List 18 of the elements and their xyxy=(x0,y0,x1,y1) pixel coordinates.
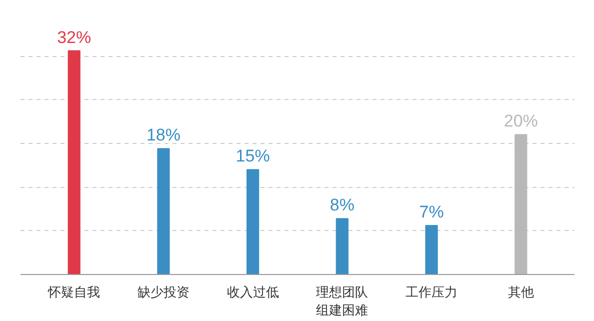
bar xyxy=(514,134,528,274)
data-label: 18% xyxy=(146,126,180,145)
x-tick-label: 收入过低 xyxy=(226,286,279,300)
x-tick-label: 怀疑自我 xyxy=(47,286,100,300)
data-label: 8% xyxy=(330,196,354,215)
x-tick-label: 缺少投资 xyxy=(137,286,190,300)
data-label: 32% xyxy=(57,28,92,47)
bar xyxy=(246,169,260,274)
bar xyxy=(336,218,348,274)
data-label: 20% xyxy=(504,112,538,131)
data-label: 7% xyxy=(419,202,444,222)
bar xyxy=(68,50,80,274)
x-tick-label: 其他 xyxy=(508,286,534,300)
x-tick-label: 工作压力 xyxy=(406,286,458,300)
data-label: 15% xyxy=(236,146,270,166)
bar xyxy=(157,148,170,274)
bar xyxy=(425,225,438,274)
x-tick-label: 理想团队组建困难 xyxy=(316,286,368,318)
